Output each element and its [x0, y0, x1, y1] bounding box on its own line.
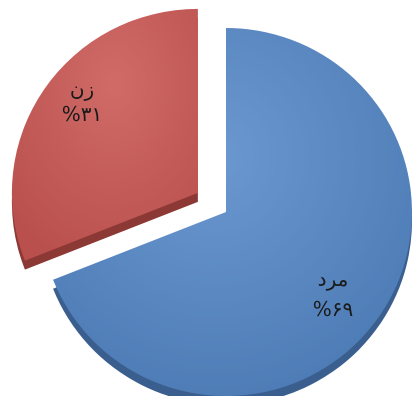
slice-mard: [53, 28, 412, 396]
label-zan: زن %۳۱: [62, 77, 103, 126]
slices: [11, 8, 412, 396]
slice-label-name: زن: [70, 77, 94, 101]
label-mard: مرد %۶۹: [313, 267, 354, 321]
slice-zan: [11, 8, 198, 261]
slice-label-name: مرد: [318, 267, 349, 291]
slice-label-percent: %۳۱: [62, 102, 103, 126]
slice-label-percent: %۶۹: [313, 297, 354, 321]
